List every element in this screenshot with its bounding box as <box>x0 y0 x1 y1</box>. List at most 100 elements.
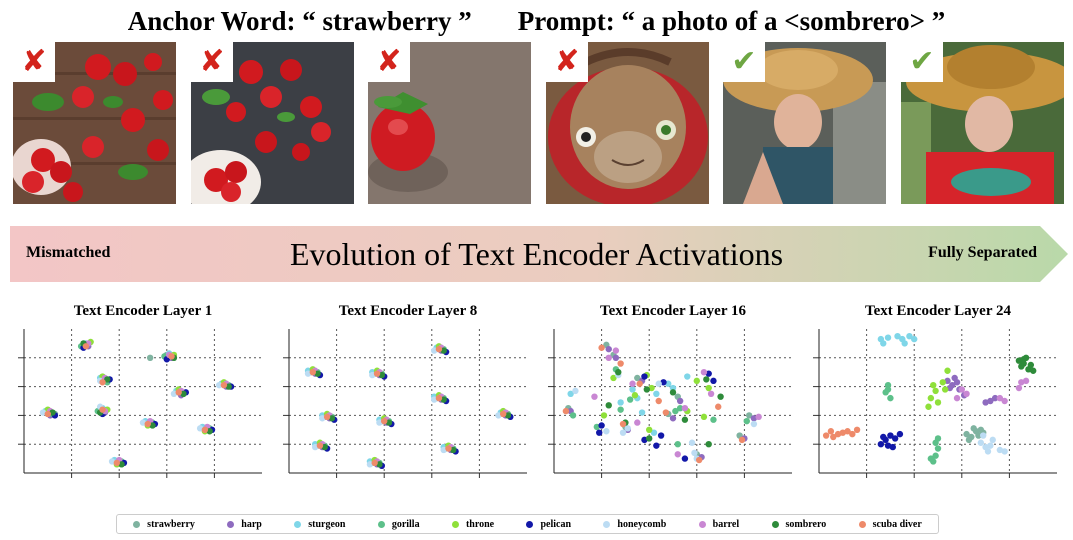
data-point <box>605 354 612 361</box>
panel-title-layer-16: Text Encoder Layer 16 <box>600 303 746 319</box>
data-point <box>977 439 985 446</box>
legend-swatch <box>603 520 611 528</box>
data-point <box>650 429 658 436</box>
data-point <box>598 344 605 351</box>
data-point <box>669 415 677 422</box>
data-point <box>880 340 887 347</box>
data-point <box>655 380 662 387</box>
data-point <box>674 451 681 458</box>
data-point <box>951 374 958 382</box>
data-point <box>1001 448 1008 455</box>
data-point <box>745 412 753 419</box>
data-point <box>932 452 939 459</box>
data-point <box>44 410 51 418</box>
data-point <box>853 426 861 433</box>
data-point <box>629 380 636 387</box>
data-point <box>1022 377 1030 385</box>
data-point <box>215 381 223 389</box>
data-point <box>894 333 901 340</box>
data-point <box>634 419 641 426</box>
data-point <box>669 389 677 396</box>
legend-label: scuba diver <box>872 518 922 530</box>
data-point <box>113 459 121 467</box>
data-point <box>316 442 324 449</box>
data-point <box>944 367 951 374</box>
data-point <box>700 413 708 421</box>
data-point <box>168 353 175 360</box>
data-point <box>980 432 987 439</box>
data-point <box>201 426 209 433</box>
data-point <box>612 354 620 361</box>
data-point <box>934 445 942 452</box>
data-point <box>681 455 689 462</box>
data-point <box>996 394 1004 402</box>
data-point <box>925 403 932 410</box>
data-point <box>638 409 646 416</box>
data-point <box>676 397 684 405</box>
panel-title-layer-8: Text Encoder Layer 8 <box>338 303 478 319</box>
data-point <box>569 412 577 419</box>
data-point <box>906 333 913 340</box>
data-point <box>610 374 617 382</box>
data-point <box>99 379 106 386</box>
data-point <box>991 394 999 402</box>
data-point <box>605 402 612 409</box>
data-point <box>743 417 750 425</box>
data-point <box>939 379 946 386</box>
data-point <box>1022 354 1030 361</box>
legend-label: harp <box>241 518 262 530</box>
prompt-label: Prompt: “ a photo of a <sombrero> ” <box>517 6 946 36</box>
data-point <box>715 403 722 410</box>
cross-icon: ✘ <box>368 42 410 82</box>
legend-label: honeycomb <box>617 518 667 530</box>
evolution-arrow <box>10 226 1068 282</box>
data-point <box>653 390 660 397</box>
data-point <box>643 386 651 393</box>
legend-item-sturgeon: sturgeon <box>294 519 345 530</box>
legend-item-gorilla: gorilla <box>377 519 420 530</box>
legend: strawberry harp sturgeon gorilla throne … <box>116 514 939 534</box>
cross-icon: ✘ <box>13 42 55 82</box>
data-point <box>572 387 579 395</box>
data-point <box>877 441 885 448</box>
cross-icon: ✘ <box>546 42 588 82</box>
legend-swatch <box>526 520 534 528</box>
scatter-plot-layer-1 <box>18 329 262 478</box>
data-point <box>445 445 452 452</box>
cross-icon: ✘ <box>191 42 233 82</box>
data-point <box>717 393 724 400</box>
data-point <box>684 373 691 380</box>
data-point <box>705 384 712 392</box>
panel-title-layer-1: Text Encoder Layer 1 <box>73 303 213 319</box>
data-point <box>688 439 696 446</box>
data-point <box>617 406 624 413</box>
data-point <box>911 335 918 343</box>
generated-image-5: ✔ <box>723 42 886 204</box>
data-point <box>82 343 90 350</box>
data-point <box>932 387 939 395</box>
legend-swatch <box>133 520 141 528</box>
data-point <box>927 394 935 402</box>
data-point <box>612 347 620 354</box>
data-point <box>435 394 443 402</box>
data-point <box>880 433 887 441</box>
legend-swatch <box>771 520 779 528</box>
data-point <box>703 376 710 383</box>
data-point <box>901 340 908 347</box>
data-point <box>619 429 627 436</box>
data-point <box>891 435 899 442</box>
data-point <box>882 389 889 396</box>
legend-label: barrel <box>712 518 740 530</box>
data-point <box>987 442 994 449</box>
data-point <box>755 413 762 421</box>
check-icon: ✔ <box>901 42 943 82</box>
data-point <box>822 432 830 439</box>
data-point <box>646 426 653 433</box>
legend-item-honeycomb: honeycomb <box>603 519 666 530</box>
data-point <box>653 442 660 449</box>
data-point <box>887 394 894 402</box>
data-point <box>144 420 151 428</box>
check-icon: ✔ <box>723 42 765 82</box>
data-point <box>619 420 627 428</box>
data-point <box>887 432 894 439</box>
